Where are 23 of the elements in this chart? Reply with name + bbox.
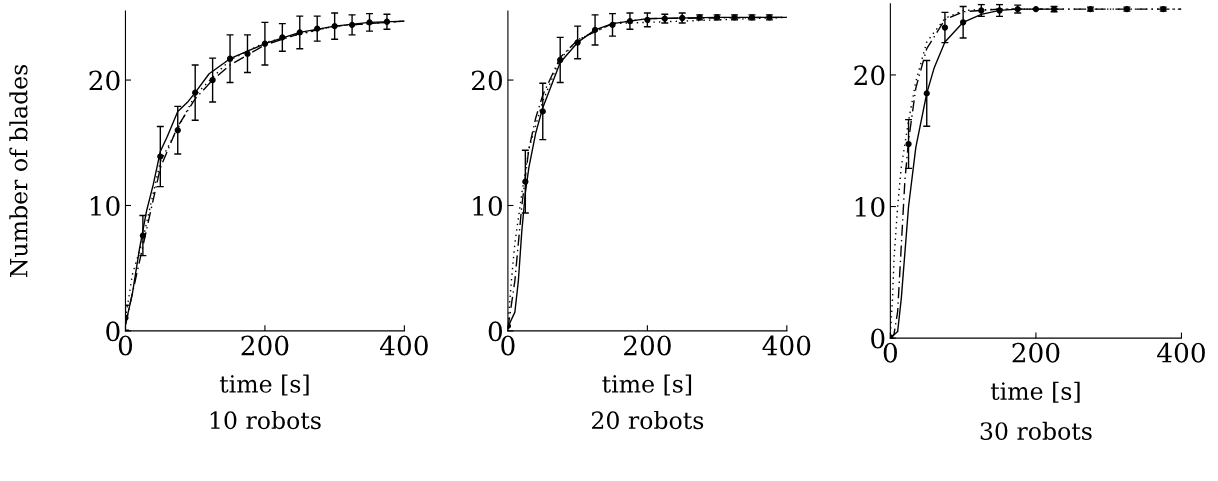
y-tick-label: 0 bbox=[488, 321, 502, 342]
x-tick-label: 200 bbox=[1012, 342, 1060, 363]
x-axis-title: time [s] bbox=[602, 374, 692, 396]
x-tick-label: 200 bbox=[241, 335, 289, 356]
x-tick-label: 200 bbox=[623, 335, 671, 356]
y-tick-label: 0 bbox=[106, 321, 120, 342]
x-tick-label: 400 bbox=[762, 335, 811, 356]
y-tick-label: 10 bbox=[473, 195, 502, 216]
y-tick-label: 10 bbox=[855, 196, 885, 217]
x-tick-label: 0 bbox=[501, 335, 515, 356]
x-tick-label: 400 bbox=[380, 335, 428, 356]
x-axis-title: time [s] bbox=[990, 381, 1080, 403]
y-axis-title: Number of blades bbox=[9, 64, 28, 278]
text: 20 robots bbox=[591, 410, 704, 430]
text: 30 robots bbox=[980, 421, 1092, 440]
x-axis-title: time [s] bbox=[219, 374, 309, 396]
y-tick-label: 10 bbox=[90, 195, 120, 216]
y-tick-label: 20 bbox=[89, 70, 120, 91]
x-tick-label: 400 bbox=[1157, 342, 1205, 363]
x-tick-label: 0 bbox=[118, 335, 133, 356]
y-tick-label: 20 bbox=[471, 70, 502, 91]
text: 10 robots bbox=[210, 410, 321, 430]
y-tick-label: 20 bbox=[854, 65, 885, 86]
